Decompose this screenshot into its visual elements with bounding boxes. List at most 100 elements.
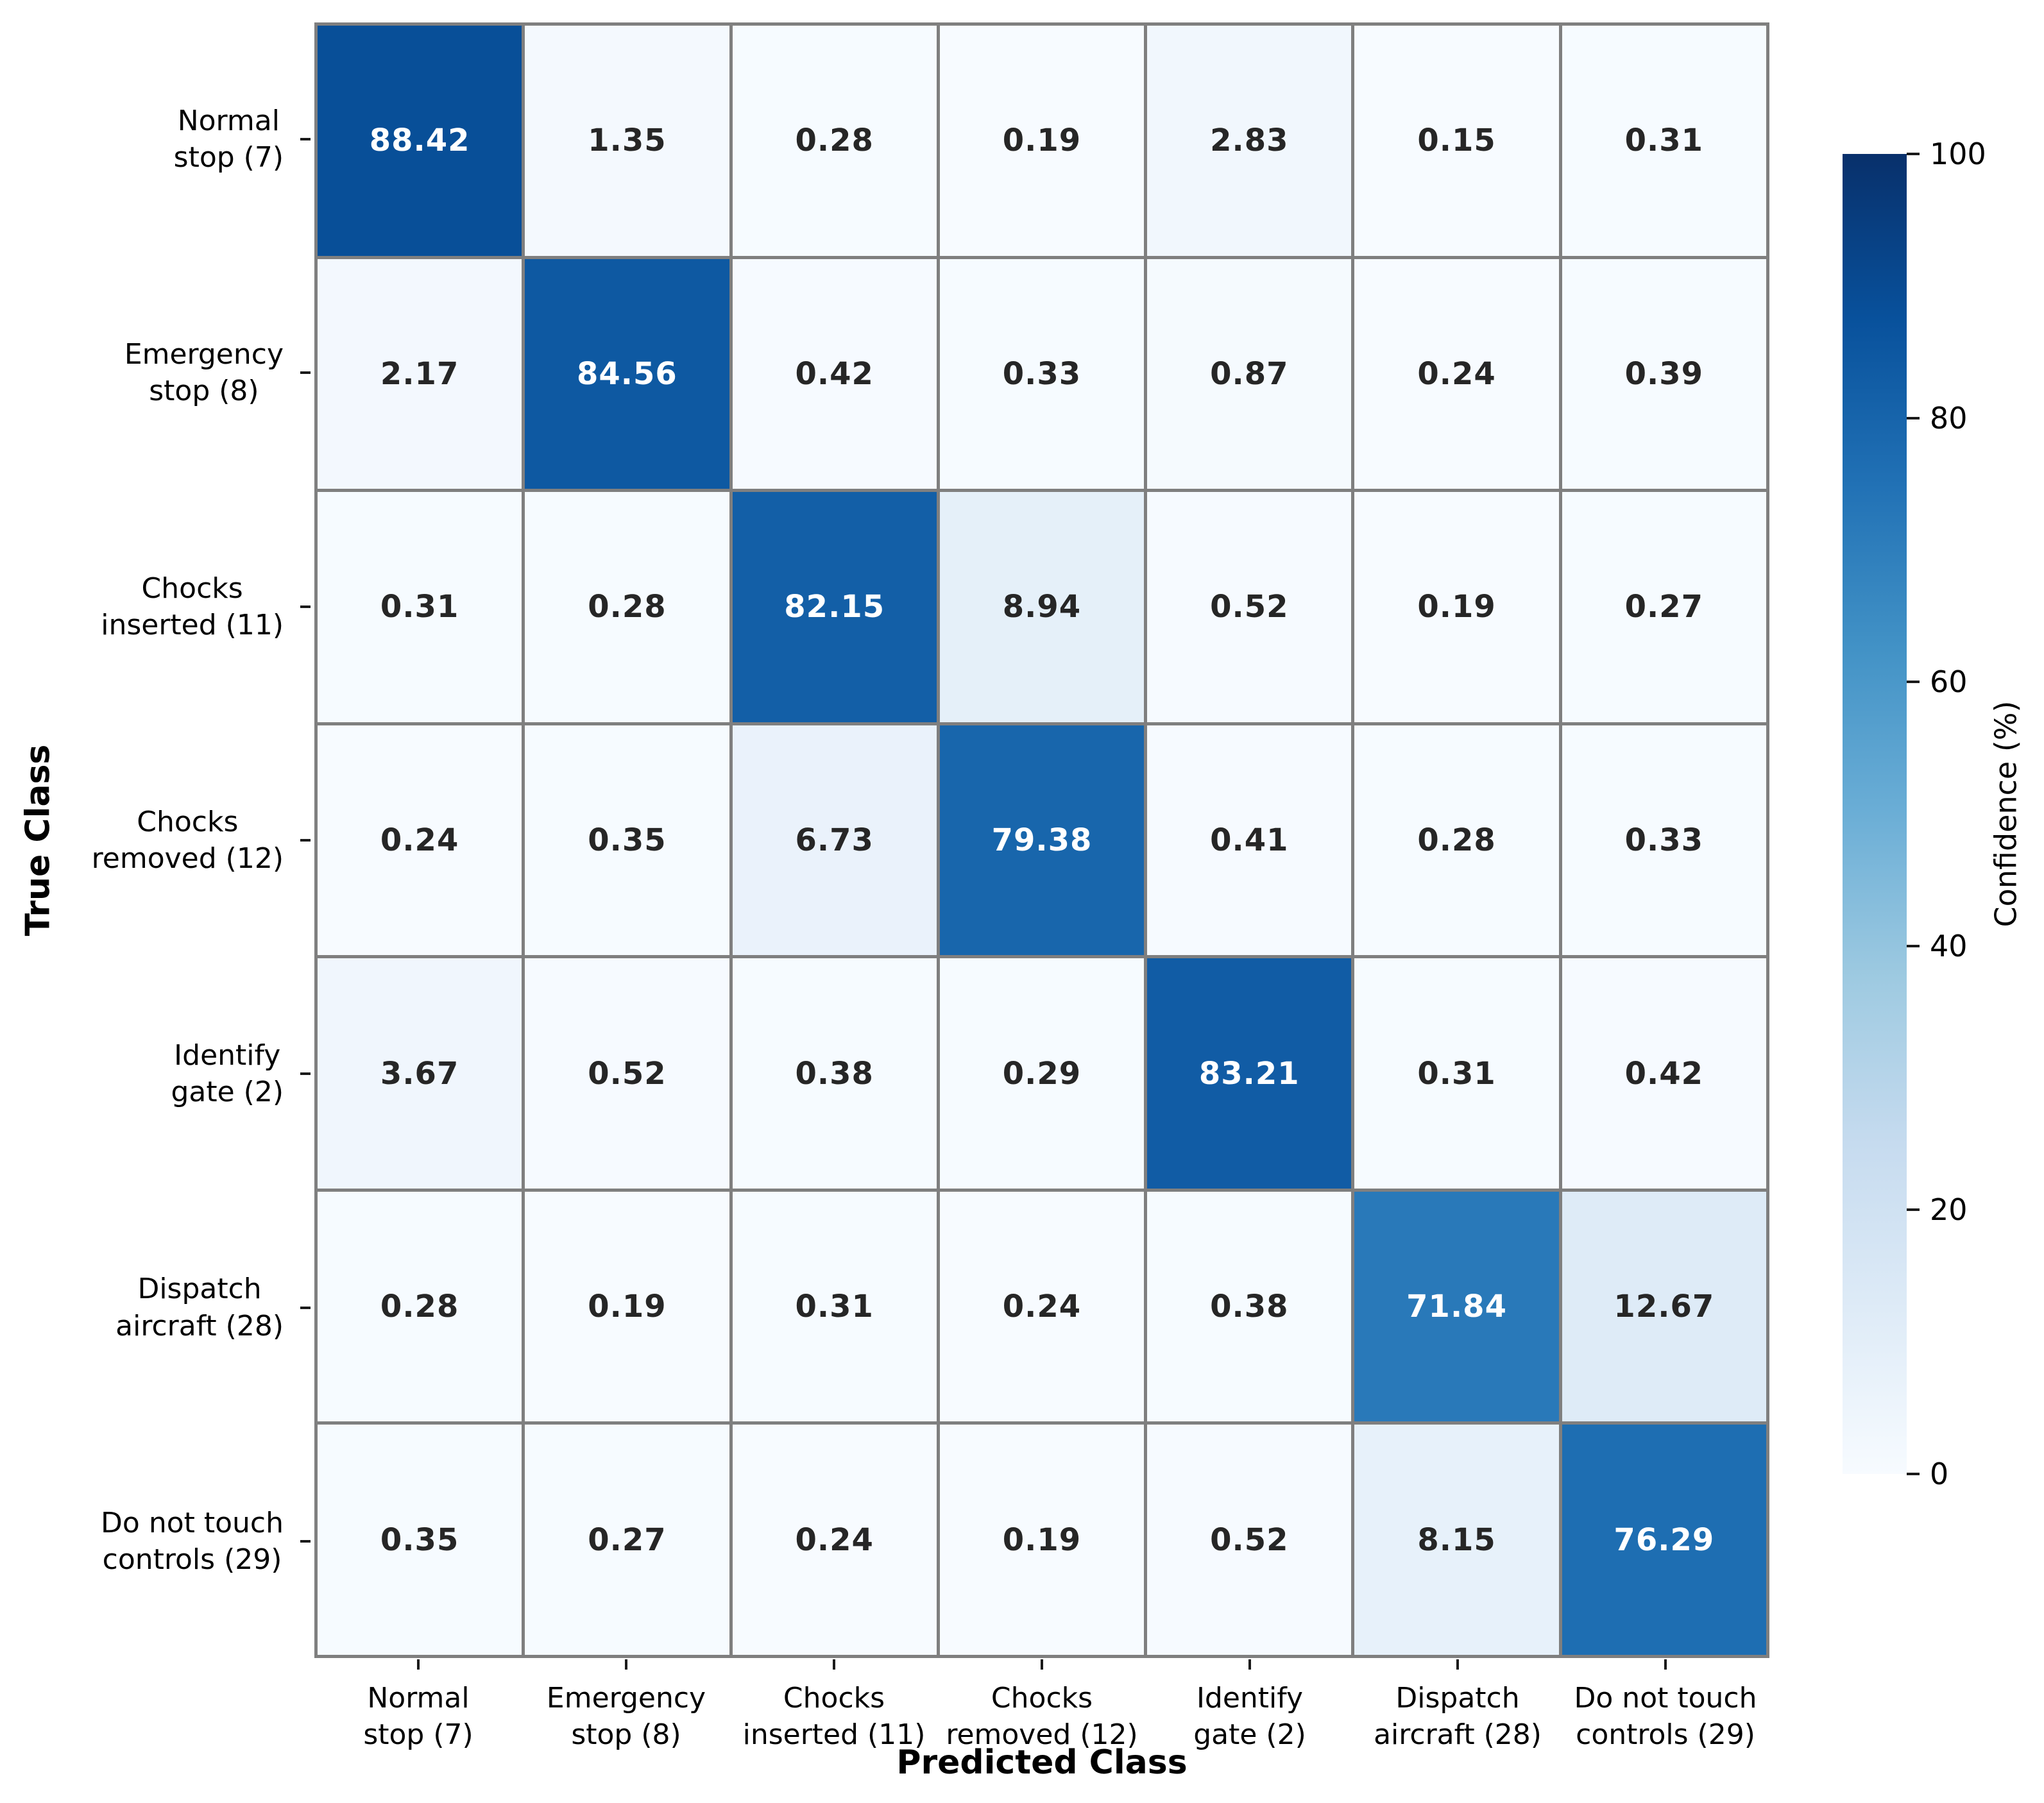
colorbar-tick-label-100: 100 bbox=[1930, 137, 1986, 171]
colorbar-tick-label-20: 20 bbox=[1930, 1192, 1968, 1228]
tick-label-text: Chocks removed (12) bbox=[91, 805, 284, 875]
matrix-cell-r2-c3: 8.94 bbox=[939, 492, 1145, 722]
matrix-cell-r6-c6: 76.29 bbox=[1562, 1425, 1766, 1655]
matrix-cell-r0-c6: 0.31 bbox=[1562, 26, 1766, 256]
tick-label-text: Emergency stop (8) bbox=[546, 1682, 706, 1752]
matrix-cell-r6-c2: 0.24 bbox=[732, 1425, 937, 1655]
y-tick-mark bbox=[300, 1072, 311, 1076]
matrix-cell-r2-c0: 0.31 bbox=[318, 492, 522, 722]
matrix-cell-r1-c4: 0.87 bbox=[1147, 258, 1352, 489]
matrix-cell-r1-c1: 84.56 bbox=[525, 258, 729, 489]
x-tick-mark bbox=[1041, 1659, 1043, 1670]
matrix-cell-r6-c4: 0.52 bbox=[1147, 1425, 1352, 1655]
matrix-cell-r2-c2: 82.15 bbox=[732, 492, 937, 722]
matrix-cell-r3-c1: 0.35 bbox=[525, 725, 729, 956]
x-tick-mark bbox=[417, 1659, 420, 1670]
y-tick-label-5: Dispatch aircraft (28) bbox=[0, 1190, 314, 1424]
matrix-cell-r5-c6: 12.67 bbox=[1562, 1191, 1766, 1422]
colorbar-tick-label-80: 80 bbox=[1930, 400, 1968, 436]
matrix-cell-r2-c4: 0.52 bbox=[1147, 492, 1352, 722]
matrix-cell-r5-c0: 0.28 bbox=[318, 1191, 522, 1422]
y-tick-mark bbox=[300, 1539, 311, 1543]
x-tick-mark bbox=[625, 1659, 627, 1670]
y-tick-mark bbox=[300, 138, 311, 141]
x-tick-label-1: Emergency stop (8) bbox=[522, 1658, 730, 1767]
y-tick-label-1: Emergency stop (8) bbox=[0, 256, 314, 489]
y-tick-mark bbox=[300, 371, 311, 375]
tick-label-text: Chocks inserted (11) bbox=[742, 1682, 926, 1752]
matrix-cell-r4-c3: 0.29 bbox=[939, 958, 1145, 1189]
matrix-cell-r5-c3: 0.24 bbox=[939, 1191, 1145, 1422]
matrix-cell-r0-c2: 0.28 bbox=[732, 26, 937, 256]
tick-label-text: Dispatch aircraft (28) bbox=[1374, 1682, 1542, 1752]
y-tick-labels: Normal stop (7) Emergency stop (8) Chocks ins… bbox=[0, 22, 314, 1658]
matrix-cell-r4-c4: 83.21 bbox=[1147, 958, 1352, 1189]
colorbar-tick-mark bbox=[1907, 1473, 1920, 1475]
colorbar-tick-label-60: 60 bbox=[1930, 664, 1968, 700]
x-tick-label-3: Chocks removed (12) bbox=[938, 1658, 1146, 1767]
matrix-cell-r0-c3: 0.19 bbox=[939, 26, 1145, 256]
y-tick-label-0: Normal stop (7) bbox=[0, 22, 314, 256]
x-tick-mark bbox=[1248, 1659, 1251, 1670]
tick-label-text: Normal stop (7) bbox=[173, 104, 284, 174]
matrix-cell-r6-c0: 0.35 bbox=[318, 1425, 522, 1655]
matrix-cell-r3-c2: 6.73 bbox=[732, 725, 937, 956]
matrix-cell-r3-c4: 0.41 bbox=[1147, 725, 1352, 956]
x-tick-label-4: Identify gate (2) bbox=[1146, 1658, 1354, 1767]
matrix-cell-r5-c5: 71.84 bbox=[1354, 1191, 1559, 1422]
matrix-cell-r2-c5: 0.19 bbox=[1354, 492, 1559, 722]
matrix-cell-r4-c5: 0.31 bbox=[1354, 958, 1559, 1189]
heatmap-grid: 88.42 1.35 0.28 0.19 2.83 0.15 0.31 2.17 84.56 0.… bbox=[314, 22, 1769, 1658]
colorbar-ticks: 100 80 60 40 20 0 bbox=[1907, 137, 2041, 1491]
x-tick-mark bbox=[1456, 1659, 1459, 1670]
colorbar-tick-mark bbox=[1907, 416, 1920, 419]
tick-label-text: Identify gate (2) bbox=[171, 1039, 284, 1109]
colorbar-tick-mark bbox=[1907, 153, 1920, 155]
colorbar-tick-label-40: 40 bbox=[1930, 928, 1968, 963]
y-tick-label-6: Do not touch controls (29) bbox=[0, 1425, 314, 1658]
y-tick-mark bbox=[300, 605, 311, 608]
tick-label-text: Do not touch controls (29) bbox=[101, 1506, 284, 1576]
tick-label-text: Emergency stop (8) bbox=[124, 338, 284, 408]
y-tick-label-4: Identify gate (2) bbox=[0, 957, 314, 1190]
x-tick-mark bbox=[1664, 1659, 1667, 1670]
matrix-cell-r4-c6: 0.42 bbox=[1562, 958, 1766, 1189]
matrix-cell-r1-c2: 0.42 bbox=[732, 258, 937, 489]
y-tick-label-2: Chocks inserted (11) bbox=[0, 490, 314, 724]
tick-label-text: Do not touch controls (29) bbox=[1574, 1682, 1757, 1752]
matrix-cell-r1-c0: 2.17 bbox=[318, 258, 522, 489]
tick-label-text: Dispatch aircraft (28) bbox=[115, 1273, 284, 1342]
y-tick-mark bbox=[300, 1306, 311, 1309]
matrix-cell-r3-c5: 0.28 bbox=[1354, 725, 1559, 956]
matrix-cell-r0-c4: 2.83 bbox=[1147, 26, 1352, 256]
x-tick-label-0: Normal stop (7) bbox=[314, 1658, 522, 1767]
colorbar-tick-mark bbox=[1907, 1208, 1920, 1212]
colorbar-gradient bbox=[1843, 154, 1907, 1474]
matrix-cell-r1-c5: 0.24 bbox=[1354, 258, 1559, 489]
colorbar-tick-mark bbox=[1907, 944, 1920, 947]
tick-label-text: Chocks inserted (11) bbox=[101, 571, 284, 641]
tick-label-text: Identify gate (2) bbox=[1193, 1682, 1306, 1752]
matrix-cell-r4-c1: 0.52 bbox=[525, 958, 729, 1189]
tick-label-text: Chocks removed (12) bbox=[946, 1682, 1138, 1752]
matrix-cell-r2-c1: 0.28 bbox=[525, 492, 729, 722]
matrix-cell-r5-c4: 0.38 bbox=[1147, 1191, 1352, 1422]
matrix-cell-r3-c6: 0.33 bbox=[1562, 725, 1766, 956]
matrix-cell-r6-c1: 0.27 bbox=[525, 1425, 729, 1655]
matrix-cell-r5-c2: 0.31 bbox=[732, 1191, 937, 1422]
y-tick-label-3: Chocks removed (12) bbox=[0, 724, 314, 957]
x-axis-title: Predicted Class bbox=[896, 1743, 1188, 1782]
matrix-cell-r0-c0: 88.42 bbox=[318, 26, 522, 256]
x-tick-label-2: Chocks inserted (11) bbox=[730, 1658, 938, 1767]
matrix-cell-r6-c5: 8.15 bbox=[1354, 1425, 1559, 1655]
matrix-cell-r0-c5: 0.15 bbox=[1354, 26, 1559, 256]
tick-label-text: Normal stop (7) bbox=[363, 1682, 473, 1752]
colorbar-axis-label-text: Confidence (%) bbox=[1988, 700, 2023, 927]
matrix-cell-r1-c3: 0.33 bbox=[939, 258, 1145, 489]
matrix-cell-r4-c2: 0.38 bbox=[732, 958, 937, 1189]
y-tick-mark bbox=[300, 838, 311, 842]
x-tick-label-6: Do not touch controls (29) bbox=[1562, 1658, 1769, 1767]
matrix-cell-r2-c6: 0.27 bbox=[1562, 492, 1766, 722]
matrix-cell-r3-c0: 0.24 bbox=[318, 725, 522, 956]
matrix-cell-r0-c1: 1.35 bbox=[525, 26, 729, 256]
